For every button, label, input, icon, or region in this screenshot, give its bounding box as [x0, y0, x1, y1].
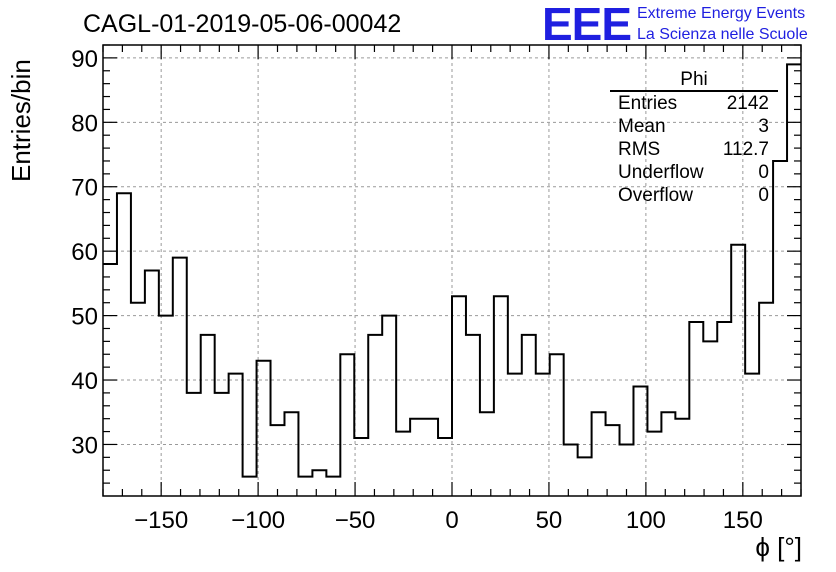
histogram-bin [480, 412, 494, 496]
histogram-bin [117, 193, 131, 496]
stats-label: RMS [618, 139, 661, 160]
chart-title: CAGL-01-2019-05-06-00042 [83, 10, 402, 38]
histogram-outline [103, 63, 801, 478]
histogram-bin [396, 432, 410, 496]
axis-ticks [102, 44, 802, 496]
histogram-bin [368, 335, 382, 496]
histogram-bin [438, 438, 452, 496]
histogram-bin [703, 341, 717, 496]
histogram-bin [159, 316, 173, 496]
stats-value: 0 [758, 162, 769, 183]
stats-box: Phi Entries 2142 Mean 3 RMS 112.7 Underf… [610, 70, 778, 207]
histogram-bin [257, 361, 271, 496]
histogram-bin [215, 393, 229, 496]
stats-value: 3 [758, 116, 769, 137]
histogram-bin [201, 335, 215, 496]
histogram-bin [675, 419, 689, 496]
stats-label: Mean [618, 116, 666, 137]
x-tick-label: 150 [723, 507, 763, 534]
stats-row: Overflow 0 [610, 184, 778, 207]
stats-value: 2142 [726, 93, 769, 114]
histogram-bin [229, 374, 243, 496]
histogram [103, 63, 801, 497]
y-tick-label: 80 [71, 110, 98, 137]
histogram-bin [340, 354, 354, 496]
stats-row: Entries 2142 [610, 92, 778, 115]
x-tick-labels: −150 −100 −50 0 50 100 150 [134, 507, 763, 534]
histogram-bin [731, 245, 745, 496]
histogram-bin [536, 374, 550, 496]
stats-row: RMS 112.7 [610, 138, 778, 161]
histogram-bin [410, 419, 424, 496]
y-tick-label: 70 [71, 175, 98, 202]
logo-line-1: Extreme Energy Events [637, 5, 806, 22]
x-tick-label: 0 [445, 507, 458, 534]
stats-value: 0 [758, 185, 769, 206]
stats-title: Phi [610, 70, 778, 92]
histogram-bin [354, 438, 368, 496]
histogram-bin [131, 303, 145, 496]
histogram-bin [689, 322, 703, 496]
histogram-bin [284, 412, 298, 496]
histogram-bin [173, 258, 187, 496]
histogram-bin [312, 470, 326, 496]
histogram-bin [326, 477, 340, 496]
y-tick-label: 50 [71, 304, 98, 331]
histogram-bin [647, 432, 661, 496]
histogram-bin [550, 354, 564, 496]
histogram-bin [633, 386, 647, 496]
x-tick-label: 100 [626, 507, 666, 534]
stats-label: Entries [618, 93, 678, 114]
y-tick-label: 30 [71, 432, 98, 459]
stats-label: Underflow [618, 162, 704, 183]
histogram-bin [773, 161, 787, 496]
x-tick-label: 50 [536, 507, 563, 534]
histogram-bin [745, 374, 759, 496]
histogram-bin [382, 316, 396, 496]
histogram-bin [578, 457, 592, 496]
histogram-bin [494, 296, 508, 496]
histogram-bin [759, 303, 773, 496]
x-tick-label: −50 [335, 507, 376, 534]
stats-row: Underflow 0 [610, 161, 778, 184]
y-tick-label: 60 [71, 239, 98, 266]
x-tick-label: −150 [134, 507, 188, 534]
histogram-bin [452, 296, 466, 496]
histogram-bin [564, 444, 578, 496]
histogram-bin [522, 335, 536, 496]
histogram-bin [717, 322, 731, 496]
histogram-bin [606, 425, 620, 496]
histogram-bin [424, 419, 438, 496]
histogram-bin [187, 393, 201, 496]
histogram-bin [243, 477, 257, 496]
histogram-bin [620, 444, 634, 496]
y-tick-labels: 30 40 50 60 70 80 90 [71, 46, 98, 460]
logo-line-2: La Scienza nelle Scuole [637, 26, 808, 43]
y-tick-label: 90 [71, 46, 98, 73]
histogram-bin [298, 477, 312, 496]
histogram-bin [271, 425, 285, 496]
y-axis-label: Entries/bin [6, 59, 36, 182]
histogram-bin [145, 271, 159, 497]
histogram-bin [508, 374, 522, 496]
histogram-bin [661, 412, 675, 496]
stats-row: Mean 3 [610, 115, 778, 138]
y-tick-label: 40 [71, 368, 98, 395]
x-axis-label: ϕ [°] [755, 532, 802, 562]
histogram-bin [466, 335, 480, 496]
eee-logo: EEE [542, 0, 632, 50]
stats-label: Overflow [618, 185, 693, 206]
x-tick-label: −100 [231, 507, 285, 534]
histogram-bin [592, 412, 606, 496]
stats-value: 112.7 [722, 139, 769, 160]
